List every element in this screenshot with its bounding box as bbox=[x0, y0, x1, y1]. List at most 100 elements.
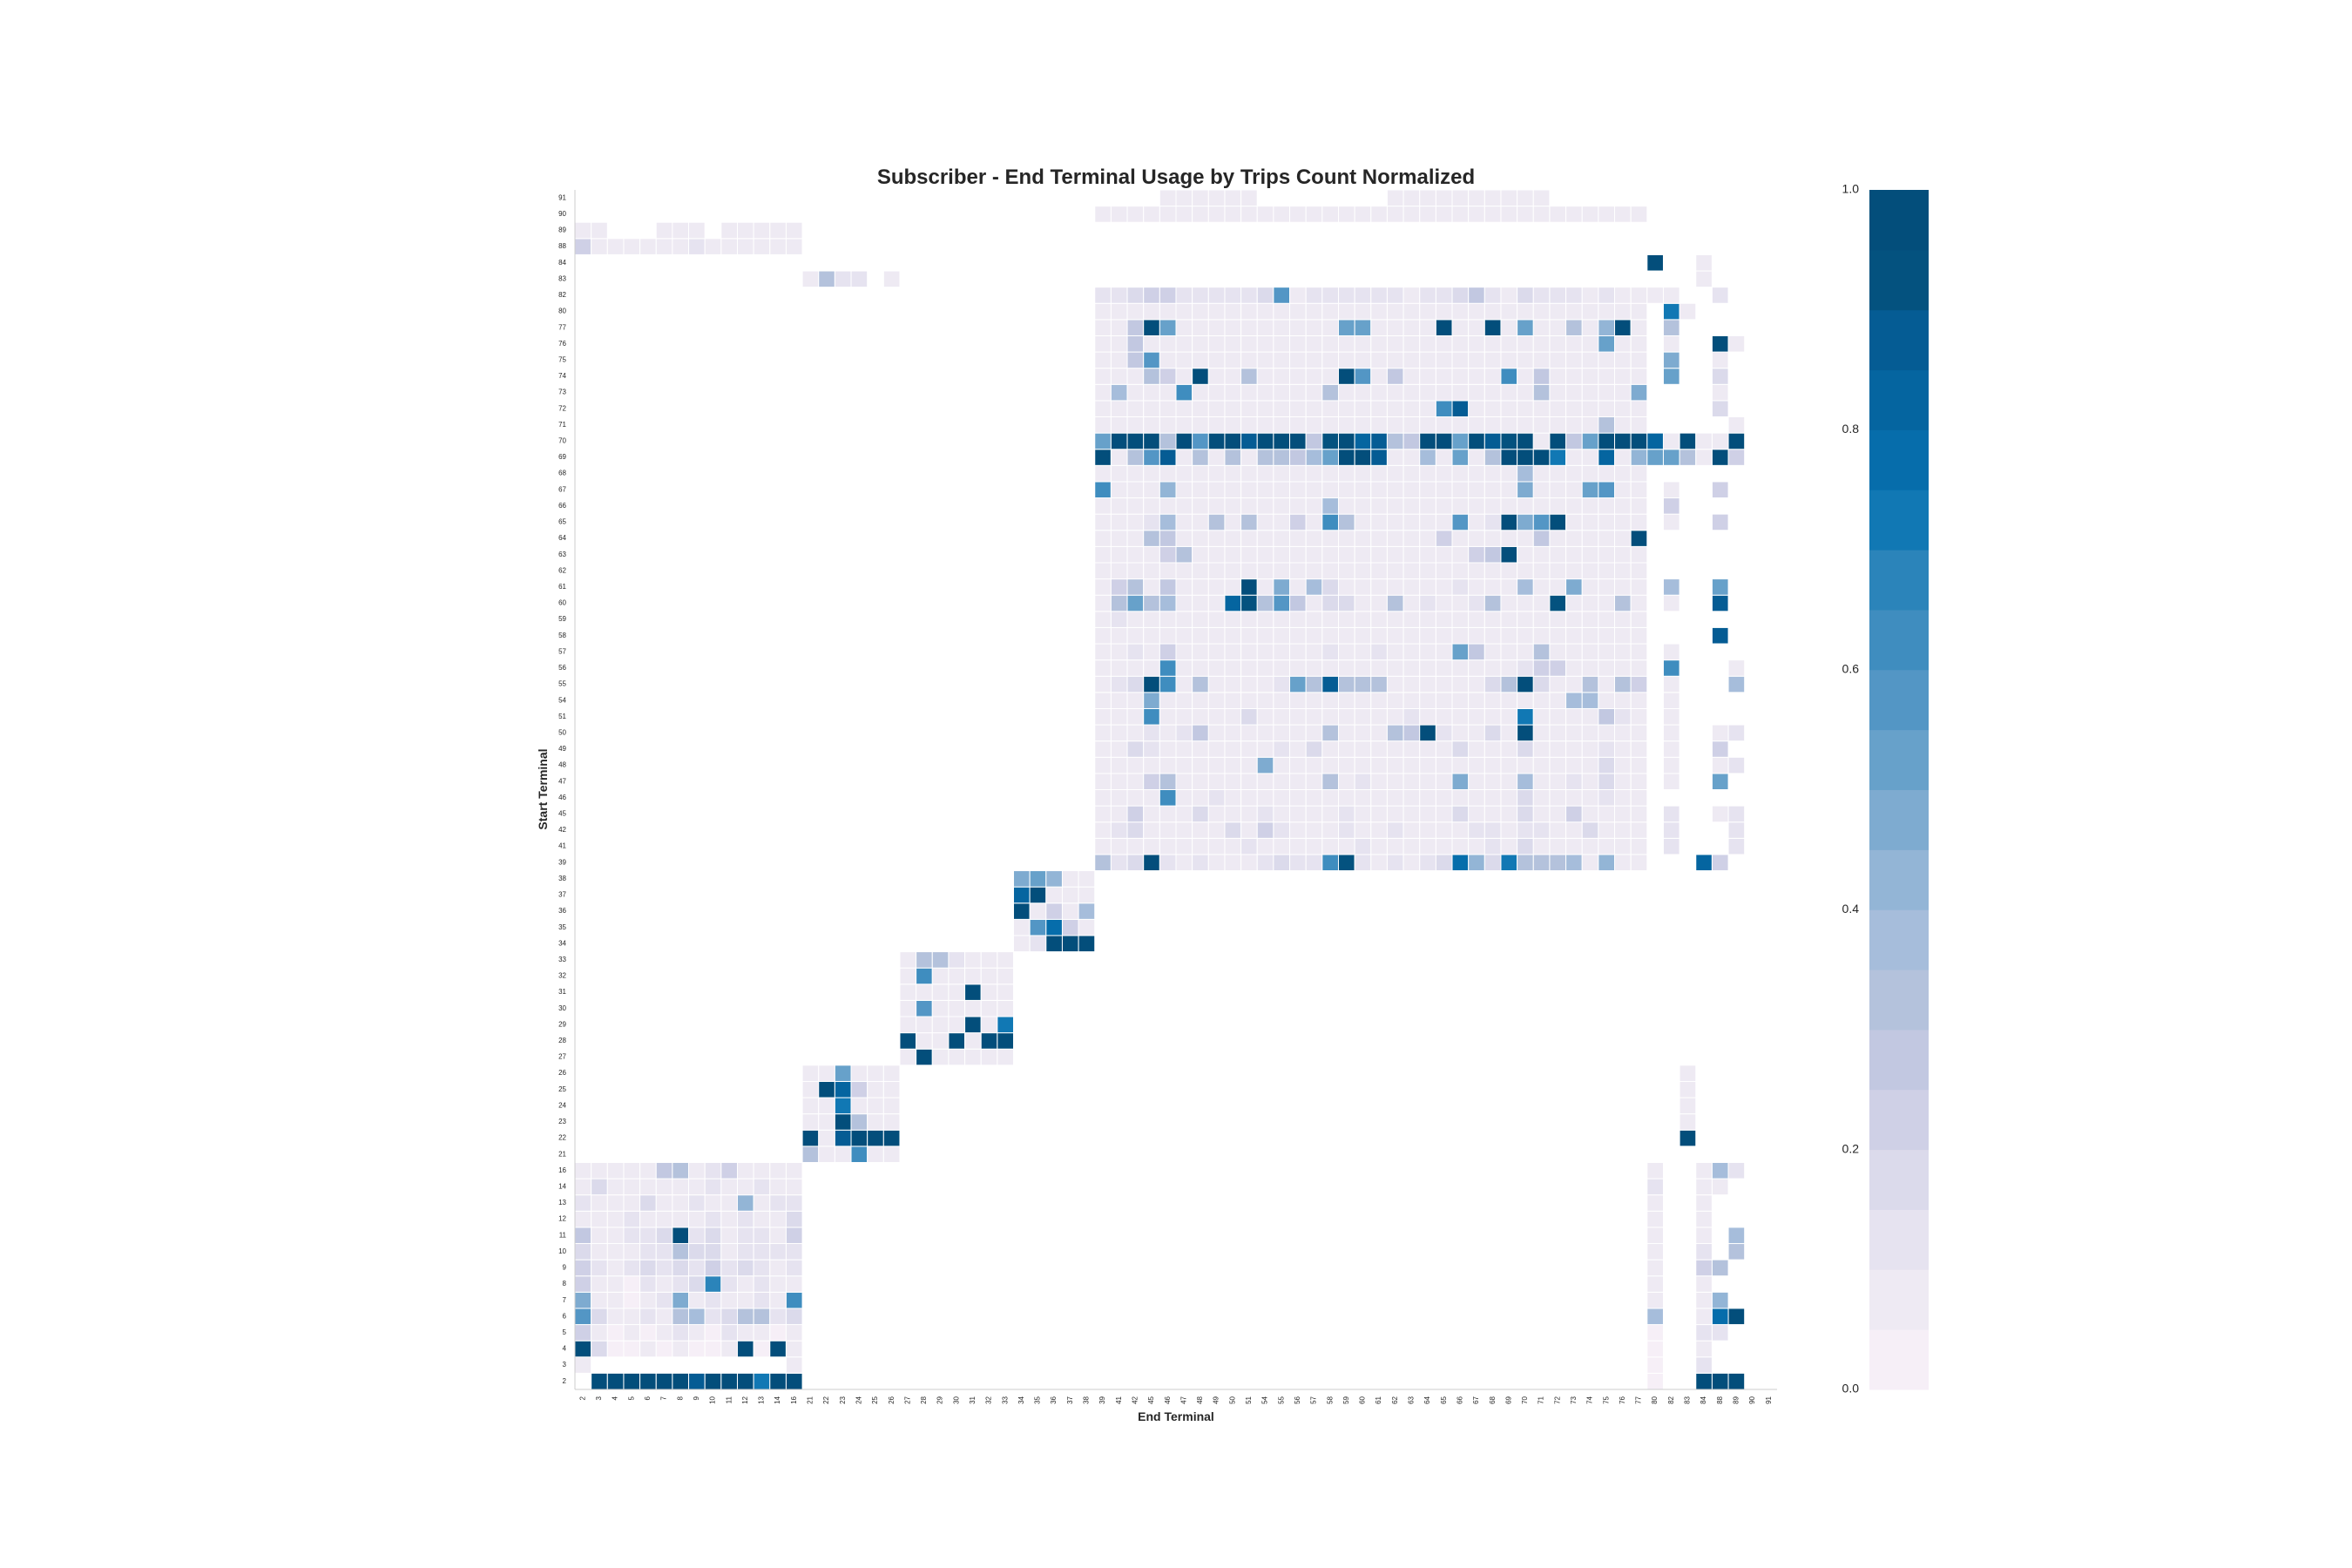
heatmap-cell bbox=[1500, 789, 1518, 807]
heatmap-cell bbox=[1159, 773, 1177, 791]
heatmap-cell bbox=[655, 1259, 673, 1277]
heatmap-cell bbox=[1126, 302, 1145, 321]
heatmap-cell bbox=[1370, 756, 1388, 774]
heatmap-cell bbox=[1110, 707, 1128, 726]
heatmap-cell bbox=[1143, 432, 1160, 450]
heatmap-cell bbox=[1598, 821, 1616, 839]
heatmap-cell bbox=[1192, 578, 1209, 596]
heatmap-cell bbox=[672, 1161, 690, 1179]
heatmap-cell bbox=[1354, 594, 1372, 612]
heatmap-cell bbox=[1614, 530, 1632, 547]
heatmap-cell bbox=[1517, 611, 1534, 628]
heatmap-cell bbox=[639, 1291, 657, 1309]
heatmap-cell bbox=[1256, 789, 1274, 807]
heatmap-cell bbox=[1273, 400, 1291, 418]
heatmap-cell bbox=[1256, 659, 1274, 677]
heatmap-cell bbox=[1646, 1243, 1664, 1260]
heatmap-cell bbox=[1110, 449, 1128, 466]
heatmap-cell bbox=[1321, 206, 1339, 223]
heatmap-cell bbox=[1110, 626, 1128, 645]
heatmap-cell bbox=[1289, 805, 1307, 823]
heatmap-cell bbox=[1159, 432, 1177, 450]
heatmap-cell bbox=[736, 1194, 754, 1212]
heatmap-cell bbox=[1598, 351, 1616, 369]
heatmap-cell bbox=[1321, 416, 1339, 434]
heatmap-cell bbox=[623, 1275, 641, 1293]
heatmap-cell bbox=[1468, 189, 1485, 207]
heatmap-cell bbox=[1126, 626, 1145, 645]
heatmap-cell bbox=[1110, 675, 1128, 693]
heatmap-cell bbox=[1435, 351, 1453, 369]
heatmap-cell bbox=[1451, 319, 1470, 336]
heatmap-cell bbox=[1451, 464, 1470, 483]
heatmap-cell bbox=[1175, 335, 1193, 353]
heatmap-cell bbox=[1207, 464, 1226, 483]
heatmap-cell bbox=[1143, 530, 1160, 547]
heatmap-cell bbox=[1484, 611, 1502, 628]
colorbar-segment bbox=[1869, 369, 1929, 430]
heatmap-cell bbox=[1581, 821, 1599, 839]
heatmap-cell bbox=[1500, 400, 1518, 418]
heatmap-cell bbox=[1240, 626, 1258, 645]
heatmap-cell bbox=[899, 1032, 917, 1050]
heatmap-cell bbox=[1402, 351, 1421, 369]
y-tick-label: 6 bbox=[563, 1312, 567, 1320]
heatmap-cell bbox=[1419, 319, 1436, 336]
heatmap-cell bbox=[1549, 578, 1567, 596]
heatmap-cell bbox=[1126, 206, 1145, 223]
heatmap-cell bbox=[1386, 432, 1404, 450]
heatmap-cell bbox=[1207, 675, 1226, 693]
heatmap-cell bbox=[1126, 368, 1145, 385]
heatmap-cell bbox=[1321, 692, 1339, 709]
heatmap-cell bbox=[1630, 287, 1648, 304]
heatmap-cell bbox=[1517, 530, 1534, 547]
heatmap-cell bbox=[785, 1243, 803, 1260]
heatmap-cell bbox=[1143, 837, 1160, 855]
heatmap-cells bbox=[574, 189, 1746, 1390]
heatmap-cell bbox=[1614, 692, 1632, 709]
heatmap-cell bbox=[1517, 756, 1534, 774]
heatmap-cell bbox=[1337, 497, 1355, 515]
heatmap-cell bbox=[704, 1340, 722, 1358]
y-tick-label: 38 bbox=[558, 875, 566, 882]
heatmap-cell bbox=[753, 1210, 771, 1228]
heatmap-cell bbox=[591, 1161, 608, 1179]
heatmap-cell bbox=[1094, 400, 1112, 418]
heatmap-cell bbox=[997, 1048, 1015, 1066]
heatmap-cell bbox=[1337, 707, 1355, 726]
y-tick-label: 26 bbox=[558, 1069, 566, 1077]
heatmap-cell bbox=[1468, 383, 1485, 402]
heatmap-cell bbox=[1500, 416, 1518, 434]
heatmap-cell bbox=[1045, 902, 1063, 920]
heatmap-cell bbox=[1532, 740, 1551, 758]
heatmap-cell bbox=[1207, 335, 1226, 353]
heatmap-cell bbox=[1614, 707, 1632, 726]
heatmap-cell bbox=[1321, 707, 1339, 726]
heatmap-cell bbox=[1500, 302, 1518, 321]
heatmap-cell bbox=[1029, 886, 1047, 904]
heatmap-cell bbox=[1419, 740, 1436, 758]
heatmap-cell bbox=[948, 951, 966, 969]
heatmap-cell bbox=[1175, 562, 1193, 580]
y-tick-label: 2 bbox=[563, 1377, 567, 1385]
heatmap-cell bbox=[1630, 837, 1648, 855]
heatmap-cell bbox=[1207, 756, 1226, 774]
heatmap-cell bbox=[623, 1291, 641, 1309]
colorbar-tick-label: 1.0 bbox=[1842, 182, 1860, 196]
heatmap-cell bbox=[1468, 594, 1485, 612]
heatmap-cell bbox=[1224, 464, 1242, 483]
heatmap-cell bbox=[931, 951, 950, 969]
heatmap-cell bbox=[1175, 400, 1193, 418]
heatmap-cell bbox=[1565, 773, 1583, 791]
heatmap-cell bbox=[1273, 449, 1291, 466]
heatmap-cell bbox=[1045, 886, 1063, 904]
heatmap-cell bbox=[980, 967, 998, 985]
heatmap-cell bbox=[1614, 594, 1632, 612]
heatmap-cell bbox=[1419, 821, 1436, 839]
heatmap-cell bbox=[1646, 1194, 1664, 1212]
y-tick-label: 39 bbox=[558, 858, 566, 866]
heatmap-cell bbox=[1370, 789, 1388, 807]
heatmap-cell bbox=[1224, 319, 1242, 336]
heatmap-cell bbox=[1159, 335, 1177, 353]
heatmap-cell bbox=[785, 1210, 803, 1228]
